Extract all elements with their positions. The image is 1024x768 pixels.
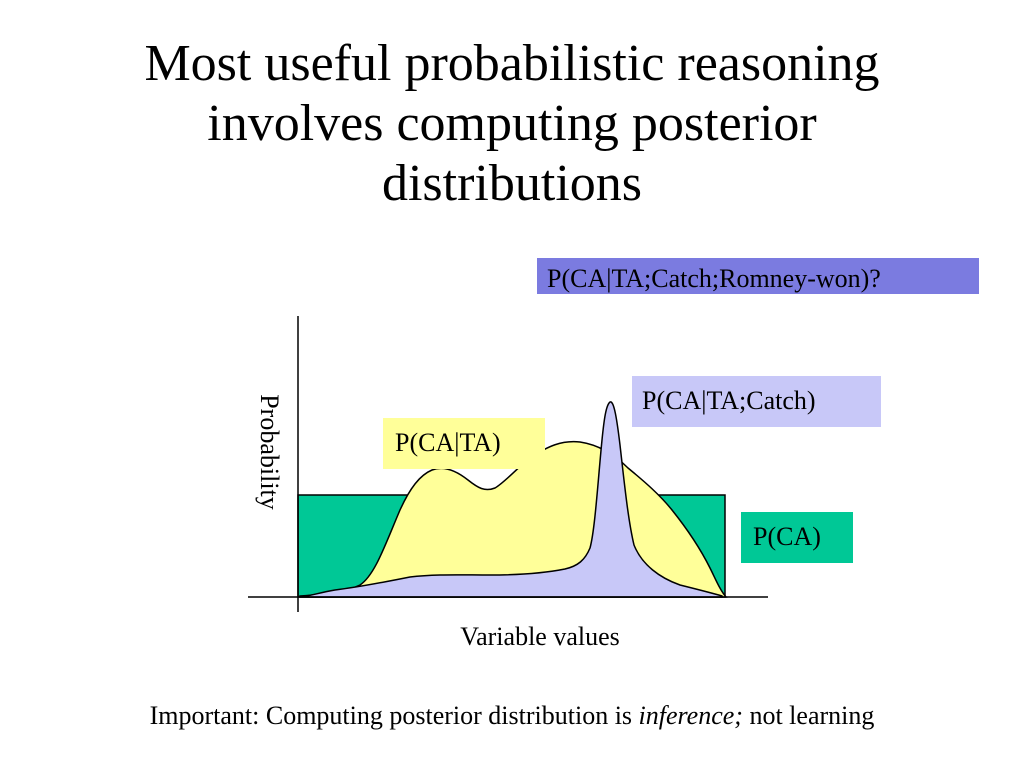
slide-title: Most useful probabilistic reasoning invo… — [60, 34, 964, 214]
prior-label: P(CA) — [741, 512, 853, 563]
posterior-catch-label: P(CA|TA;Catch) — [632, 376, 881, 427]
title-line-3: distributions — [381, 155, 643, 212]
footnote-suffix: not learning — [742, 701, 875, 730]
title-line-1: Most useful probabilistic reasoning — [144, 35, 880, 92]
footnote-emphasis: inference; — [638, 701, 743, 730]
footnote: Important: Computing posterior distribut… — [0, 700, 1024, 732]
posterior-query-label: P(CA|TA;Catch;Romney-won)? — [537, 258, 979, 294]
title-line-2: involves computing posterior — [207, 95, 817, 152]
x-axis-label: Variable values — [460, 622, 620, 651]
posterior-ta-label: P(CA|TA) — [383, 418, 545, 469]
y-axis-label: Probability — [255, 394, 284, 510]
catch-distribution-area — [299, 401, 723, 598]
footnote-prefix: Important: Computing posterior distribut… — [149, 701, 639, 730]
